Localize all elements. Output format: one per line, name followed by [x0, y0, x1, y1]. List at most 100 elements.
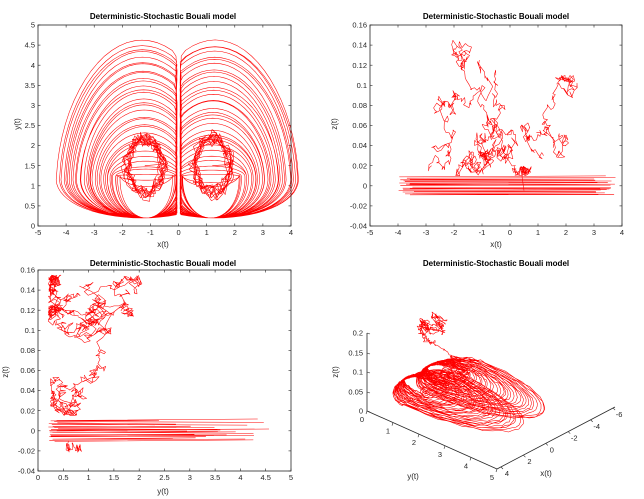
3d-noise-lines [416, 311, 475, 384]
y-tick-label: 3 [31, 101, 35, 110]
y3-tick-label: 2 [412, 438, 416, 447]
x-tick-label: 2 [564, 228, 568, 237]
panel-xz-ylabel: z(t) [330, 118, 339, 130]
panel-3d-curves [392, 311, 545, 433]
y-tick-label: -0.04 [350, 222, 367, 231]
z-tick-label: 0.05 [348, 388, 363, 397]
x-tick-label: -3 [91, 228, 98, 237]
x3-tick-label: 4 [505, 469, 509, 478]
x3-tick-mark [612, 407, 616, 411]
x3-tick-label: 0 [550, 445, 554, 454]
y-tick-label: 0 [363, 181, 367, 190]
panel-3d-y-axis-line [366, 410, 498, 470]
x-tick-label: -5 [367, 228, 374, 237]
x-tick-label: 4 [238, 473, 242, 482]
x-tick-label: -4 [395, 228, 402, 237]
panel-xz-frame [369, 24, 623, 227]
x-tick-label: 0 [36, 473, 40, 482]
panel-xy-frame [37, 24, 292, 227]
x-tick-label: -2 [119, 228, 126, 237]
x3-tick-mark [500, 466, 504, 470]
y-tick-label: -0.02 [350, 202, 367, 211]
panel-xz-title: Deterministic-Stochastic Bouali model [423, 12, 569, 21]
y-tick-label: 0 [31, 222, 35, 231]
x-tick-label: -3 [423, 228, 430, 237]
y-tick-label: 0.5 [25, 202, 35, 211]
panel-3d-x-axis-line [496, 406, 616, 470]
x-tick-label: 5 [289, 473, 293, 482]
y3-tick-mark [443, 445, 446, 449]
xy-noise-lines [120, 129, 235, 202]
y-tick-label: 0.12 [352, 61, 367, 70]
x3-tick-label: -2 [571, 434, 578, 443]
y-tick-label: 4 [31, 61, 35, 70]
y-tick-label: 2 [31, 141, 35, 150]
xy-orbit-lines [55, 39, 299, 219]
y3-tick-label: 3 [438, 450, 442, 459]
x-tick-label: 3 [592, 228, 596, 237]
z-tick-mark [366, 352, 371, 355]
z-tick-label: 0.2 [353, 329, 363, 338]
panel-3d-zlabel: z(t) [331, 366, 340, 378]
panel-xy-xlabel: x(t) [157, 240, 169, 249]
panel-xz-xlabel: x(t) [490, 240, 502, 249]
panel-yz: Deterministic-Stochastic Bouali model y(… [1, 259, 293, 496]
panel-3d-xlabel: x(t) [540, 469, 552, 478]
x-tick-label: 4 [289, 228, 293, 237]
x3-tick-mark [545, 443, 549, 446]
y-tick-label: 0.04 [352, 141, 367, 150]
x-tick-label: -2 [451, 228, 458, 237]
panel-xy-ylabel: y(t) [13, 118, 22, 130]
x3-tick-mark [523, 455, 526, 458]
y-tick-label: 0.02 [20, 406, 35, 415]
x-tick-label: 1 [205, 228, 209, 237]
z-tick-label: 0 [359, 407, 363, 416]
panel-yz-curves [47, 274, 270, 453]
y-tick-label: 3.5 [25, 81, 35, 90]
y3-tick-label: 4 [464, 461, 468, 470]
panel-xz-curves [398, 40, 616, 196]
y-tick-label: 1 [31, 181, 35, 190]
z-tick-mark [366, 410, 371, 413]
y-tick-label: 0.1 [357, 81, 367, 90]
x-tick-label: 3 [261, 228, 265, 237]
y3-tick-label: 1 [386, 427, 390, 436]
y3-tick-mark [391, 422, 394, 426]
y-tick-label: 0.12 [20, 306, 35, 315]
x-tick-label: 0 [176, 228, 180, 237]
y-tick-label: 0.14 [20, 286, 35, 295]
panel-3d: Deterministic-Stochastic Bouali model x(… [331, 259, 622, 482]
y-tick-label: 0.14 [352, 41, 367, 50]
y-tick-label: 0.06 [20, 366, 35, 375]
y-tick-label: 0 [31, 426, 35, 435]
panel-yz-frame [37, 269, 292, 472]
y-tick-label: 0.06 [352, 121, 367, 130]
x3-tick-mark [568, 431, 571, 434]
y3-tick-label: 5 [490, 473, 494, 482]
panel-yz-ticks: 0 0.5 1 1.5 2 2.5 3 3.5 4 4.5 5 -0.04 -0.02 0 0.02 0.04… [18, 266, 293, 482]
x3-tick-label: 2 [527, 457, 531, 466]
x-tick-label: 3.5 [210, 473, 220, 482]
z-tick-mark [366, 371, 371, 374]
x-tick-label: 0.5 [58, 473, 68, 482]
panel-yz-title: Deterministic-Stochastic Bouali model [90, 259, 236, 268]
x-tick-label: 4 [620, 228, 624, 237]
yz-noise-lines [47, 274, 143, 453]
y-tick-label: 0.04 [20, 386, 35, 395]
panel-xz: Deterministic-Stochastic Bouali model x(… [330, 12, 624, 249]
y3-tick-mark [469, 457, 472, 461]
panel-xz-ticks: -5 -4 -3 -2 -1 0 1 2 3 4 -0.04 -0.02 0 0.02 0.04 0.06 0.… [350, 21, 624, 237]
y-tick-label: 0.1 [25, 326, 35, 335]
y-tick-label: -0.02 [18, 447, 35, 456]
x3-tick-label: -6 [616, 410, 623, 419]
panel-yz-xlabel: y(t) [157, 487, 169, 496]
x-tick-label: -1 [147, 228, 154, 237]
y-tick-label: -0.04 [18, 467, 35, 476]
y-tick-label: 0.08 [352, 101, 367, 110]
y-tick-label: 0.16 [352, 21, 367, 30]
xz-noise-lines [428, 40, 578, 191]
z-tick-mark [366, 332, 371, 335]
y-tick-label: 4.5 [25, 41, 35, 50]
z-tick-label: 0.15 [348, 349, 363, 358]
panel-3d-title: Deterministic-Stochastic Bouali model [423, 259, 569, 268]
